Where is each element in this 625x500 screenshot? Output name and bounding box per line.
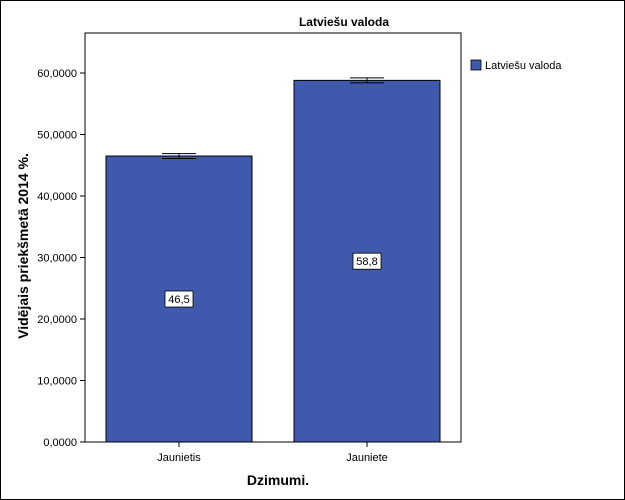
- y-tick-label: 40,0000: [37, 191, 77, 203]
- y-tick-label: 0,0000: [43, 437, 77, 449]
- y-tick-label: 60,0000: [37, 68, 77, 80]
- data-label-box: [164, 290, 194, 308]
- data-label: 46,5: [168, 294, 189, 306]
- bars-group: 46,5 58,8: [105, 77, 441, 443]
- x-axis-label: Dzimumi.: [247, 472, 309, 488]
- chart-title: Latviešu valoda: [299, 15, 389, 29]
- plot-area: [84, 32, 462, 443]
- x-tick-label: Jaunietis: [157, 452, 201, 464]
- x-tick-label: Jauniete: [346, 452, 388, 464]
- y-axis-ticks: 0,0000 10,0000 20,0000 30,0000 40,0000 50,000…: [37, 68, 85, 449]
- y-tick-label: 20,0000: [37, 314, 77, 326]
- y-tick-label: 10,0000: [37, 376, 77, 388]
- legend: Latviešu valoda: [470, 59, 562, 72]
- y-tick-label: 50,0000: [37, 130, 77, 142]
- legend-label: Latviešu valoda: [485, 60, 562, 72]
- y-tick-label: 30,0000: [37, 253, 77, 265]
- y-axis-label: Vidējais priekšmetā 2014 %.: [15, 153, 31, 339]
- data-label-box: [352, 252, 382, 270]
- legend-swatch: [470, 59, 482, 71]
- x-axis-ticks: Jaunietis Jauniete: [157, 442, 388, 464]
- data-label: 58,8: [356, 256, 377, 268]
